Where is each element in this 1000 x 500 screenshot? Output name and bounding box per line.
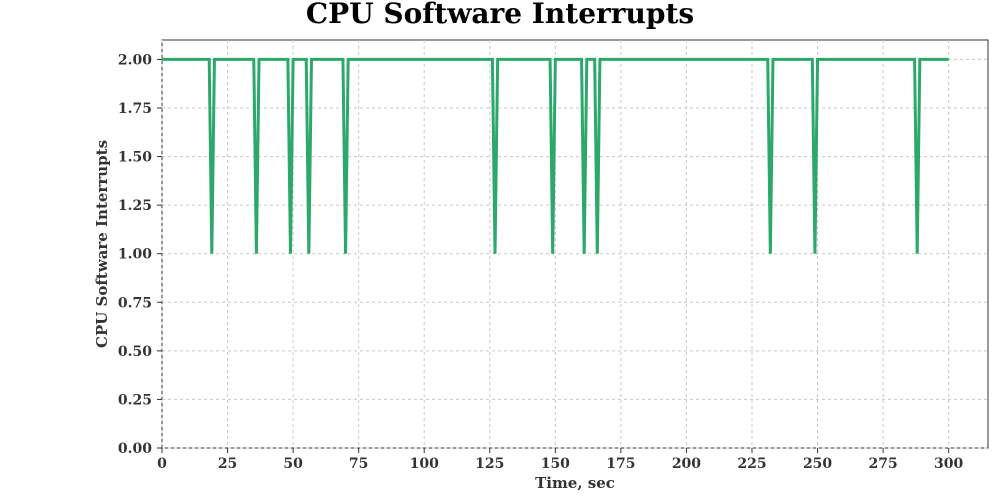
x-axis-label: Time, sec xyxy=(535,474,615,492)
x-tick-label: 275 xyxy=(868,456,897,472)
x-tick-label: 0 xyxy=(157,456,167,472)
y-tick-label: 0.00 xyxy=(118,441,152,457)
y-tick-label: 0.25 xyxy=(118,392,152,408)
y-tick-label: 1.50 xyxy=(118,150,152,166)
x-tick-label: 175 xyxy=(606,456,635,472)
x-tick-label: 50 xyxy=(283,456,303,472)
y-tick-label: 0.50 xyxy=(118,344,152,360)
series-layer xyxy=(162,57,949,254)
x-tick-label: 150 xyxy=(541,456,570,472)
x-tick-label: 200 xyxy=(672,456,701,472)
x-tick-label: 125 xyxy=(475,456,504,472)
y-axis-label: CPU Software Interrupts xyxy=(93,140,111,348)
y-tick-label: 1.25 xyxy=(118,198,152,214)
y-tick-label: 0.75 xyxy=(118,295,152,311)
plot-area xyxy=(161,39,989,449)
x-tick-label: 100 xyxy=(410,456,439,472)
x-tick-label: 75 xyxy=(349,456,368,472)
x-tick-label: 225 xyxy=(737,456,766,472)
y-tick-label: 1.75 xyxy=(118,101,152,117)
chart-title: CPU Software Interrupts xyxy=(306,0,694,30)
x-tick-label: 300 xyxy=(934,456,963,472)
x-tick-label: 25 xyxy=(218,456,237,472)
y-tick-label: 1.00 xyxy=(118,247,152,263)
x-tick-label: 250 xyxy=(803,456,832,472)
axis-ticks: 0 25 50 75 100 125 150 175 200 225 250 275 300 0.00 0.… xyxy=(118,52,964,472)
series-line-0 xyxy=(162,57,949,254)
y-tick-label: 2.00 xyxy=(118,52,152,68)
